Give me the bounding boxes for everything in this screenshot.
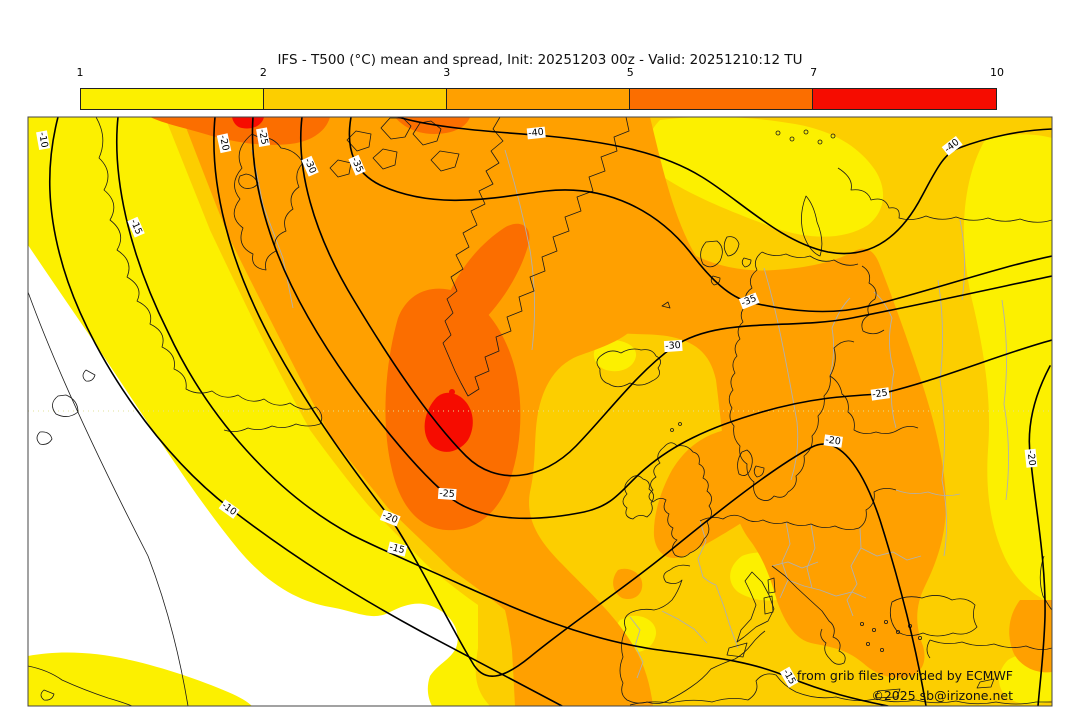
spread-fill-level5	[232, 117, 473, 452]
colorbar-tick: 7	[810, 66, 818, 79]
colorbar-tick: 5	[626, 66, 634, 79]
contour-value-label: -30	[663, 339, 683, 353]
contour-minus20	[213, 117, 927, 706]
map-frame	[27, 116, 1053, 707]
contour-minus30	[299, 117, 1052, 477]
colorbar-segment	[813, 89, 996, 109]
colorbar-tick: 1	[76, 66, 84, 79]
contour-value-label: -20	[1024, 448, 1038, 468]
coastlines	[28, 117, 1052, 706]
country-borders	[251, 149, 1010, 679]
colorbar-segment	[630, 89, 813, 109]
contour-minus20-east	[1028, 365, 1051, 706]
colorbar-tick: 3	[443, 66, 451, 79]
attribution-source: from grib files provided by ECMWF	[796, 668, 1013, 683]
contour-value-label: -25	[437, 487, 457, 501]
colorbar-segment	[447, 89, 630, 109]
spread-fill-white-ocean	[28, 245, 458, 706]
colorbar-ticks: 1 2 3 5 7 10	[76, 66, 1005, 82]
contour-value-label: -20	[823, 434, 843, 448]
colorbar-segment	[264, 89, 447, 109]
colorbar	[80, 88, 997, 110]
spread-fill-corner-yellow	[28, 652, 252, 706]
contour-minus35	[348, 117, 1052, 313]
colorbar-segment	[81, 89, 264, 109]
attribution-copyright: ©2025 sb@irizone.net	[871, 688, 1013, 703]
colorbar-tick: 2	[259, 66, 267, 79]
contour-minus15	[115, 117, 889, 706]
contour-value-label: -40	[526, 126, 546, 140]
colorbar-tick: 10	[990, 66, 1004, 79]
page-title: IFS - T500 (°C) mean and spread, Init: 2…	[277, 52, 803, 68]
